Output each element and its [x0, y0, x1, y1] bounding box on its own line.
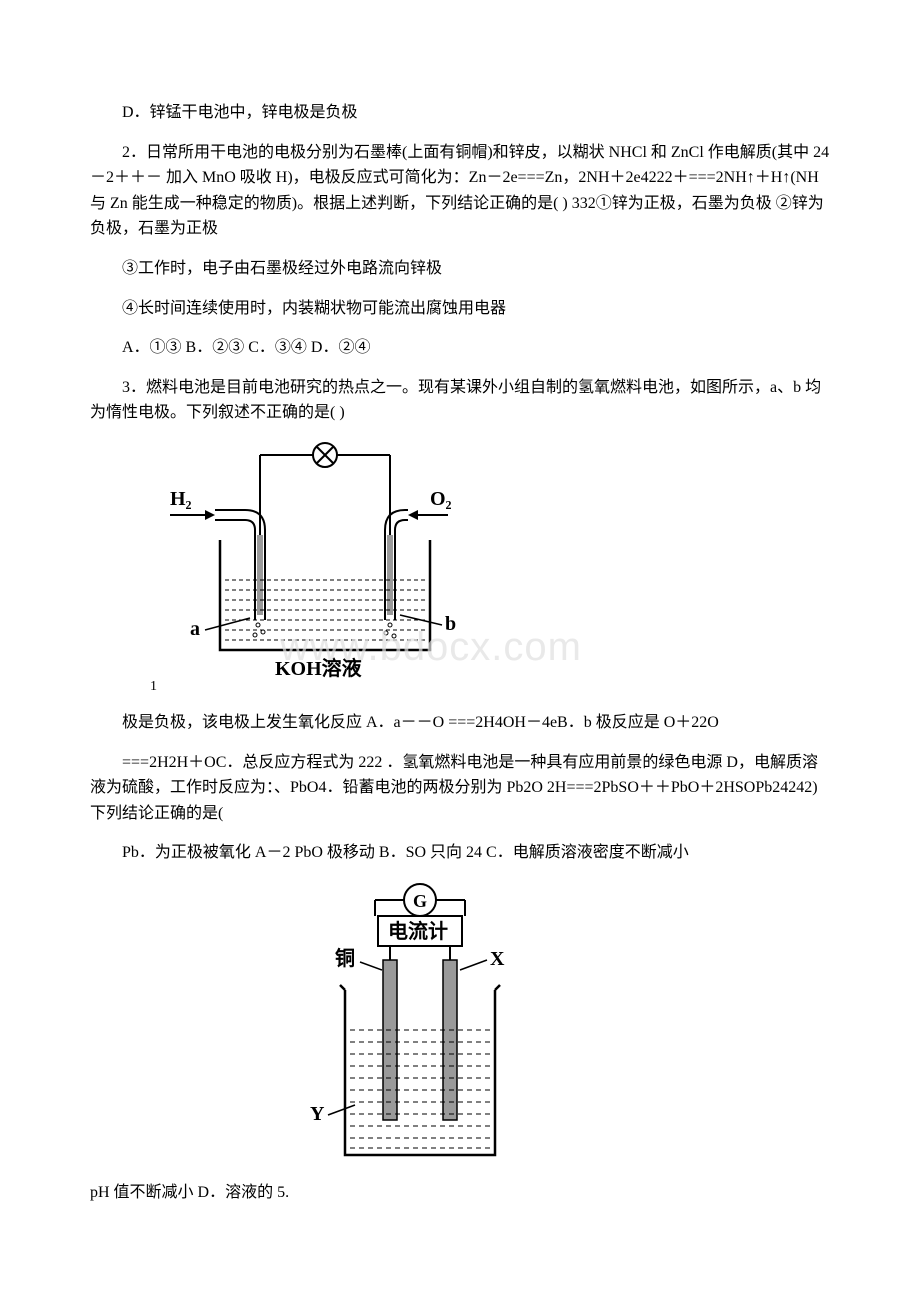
question-3: 3．燃料电池是目前电池研究的热点之一。现有某课外小组自制的氢氧燃料电池，如图所示… [90, 375, 830, 426]
subscript-1: 1 [150, 679, 157, 694]
koh-label: KOH溶液 [275, 656, 363, 680]
answer-choices-abcd: A．①③ B．②③ C．③④ D．②④ [90, 335, 830, 361]
option-4: ④长时间连续使用时，内装糊状物可能流出腐蚀用电器 [90, 296, 830, 322]
a-label: a [190, 618, 200, 640]
option-d: D．锌锰干电池中，锌电极是负极 [90, 100, 830, 126]
cu-label: 铜 [335, 946, 355, 970]
x-label: X [490, 948, 505, 970]
figure-fuel-cell: www.bdocx.com H₂ O₂ [150, 440, 830, 700]
o2-label: O₂ [430, 488, 452, 510]
question-2: 2．日常所用干电池的电极分别为石墨棒(上面有铜帽)和锌皮，以糊状 NHCl 和 … [90, 140, 830, 242]
h2-label: H₂ [170, 488, 192, 510]
question-4-options: Pb．为正极被氧化 A－2 PbO 极移动 B．SO 只向 24 C．电解质溶液… [90, 840, 830, 866]
y-label: Y [310, 1103, 325, 1125]
g-label: G [413, 891, 427, 911]
question-3-options-a: 极是负极，该电极上发生氧化反应 A．a－－O ===2H4OH－4eB．b 极反… [90, 710, 830, 736]
question-5: pH 值不断减小 D．溶液的 5. [90, 1180, 830, 1206]
figure-galvanic-cell: G 电流计 铜 X [280, 880, 830, 1170]
b-label: b [445, 613, 456, 635]
meter-label: 电流计 [388, 919, 448, 943]
question-3-options-b: ===2H2H＋OC．总反应方程式为 222 ．氢氧燃料电池是一种具有应用前景的… [90, 750, 830, 827]
option-3: ③工作时，电子由石墨极经过外电路流向锌极 [90, 256, 830, 282]
